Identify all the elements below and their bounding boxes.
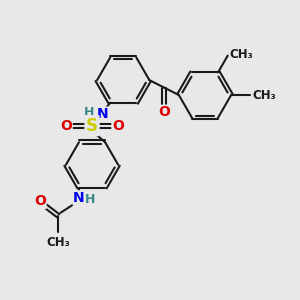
Text: O: O	[158, 105, 170, 119]
Text: O: O	[34, 194, 46, 208]
Text: CH₃: CH₃	[46, 236, 70, 249]
Text: O: O	[60, 118, 72, 133]
Text: H: H	[85, 193, 95, 206]
Text: CH₃: CH₃	[229, 48, 253, 61]
Text: CH₃: CH₃	[253, 88, 277, 101]
Text: N: N	[97, 107, 108, 121]
Text: N: N	[73, 191, 85, 205]
Text: S: S	[86, 117, 98, 135]
Text: H: H	[84, 106, 94, 119]
Text: O: O	[112, 118, 124, 133]
